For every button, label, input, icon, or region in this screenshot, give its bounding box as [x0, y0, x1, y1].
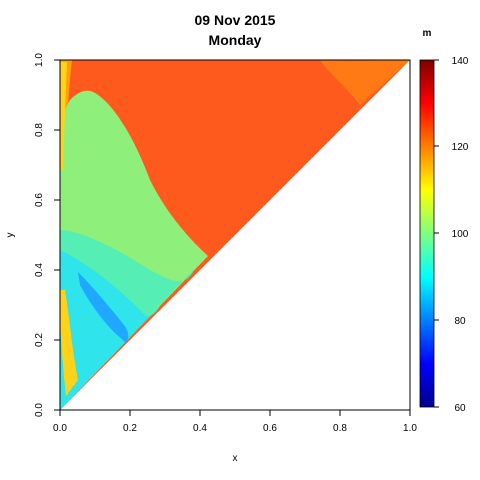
y-tick-label: 0.4 [34, 263, 45, 277]
y-tick-label: 0.0 [34, 403, 45, 417]
colorbar: m 60 80 100 120 140 [419, 28, 469, 414]
heatmap-region-blue [78, 272, 129, 343]
y-axis: 0.0 0.2 0.4 0.6 0.8 1.0 y [5, 53, 60, 417]
chart-title: 09 Nov 2015 [195, 12, 276, 28]
colorbar-tick-label: 60 [454, 403, 466, 414]
colorbar-tick-label: 100 [452, 229, 469, 240]
colorbar-scale [420, 60, 434, 407]
heatmap-region-light-orange [320, 60, 410, 105]
y-tick-label: 0.2 [34, 333, 45, 347]
chart-subtitle: Monday [209, 32, 262, 48]
heatmap-field [60, 60, 410, 410]
colorbar-tick-label: 80 [454, 316, 466, 327]
heatmap-region-yellow-bottom [60, 290, 78, 396]
colorbar-unit-label: m [423, 28, 432, 39]
x-tick-label: 0.2 [123, 423, 137, 434]
x-tick-label: 0.0 [53, 423, 67, 434]
x-tick-label: 0.6 [263, 423, 277, 434]
plot-frame [59, 59, 411, 411]
y-tick-label: 0.6 [34, 193, 45, 207]
x-tick-label: 0.8 [333, 423, 347, 434]
x-tick-label: 0.4 [193, 423, 207, 434]
y-axis-label: y [5, 233, 16, 238]
x-axis-label: x [233, 453, 238, 464]
y-tick-label: 0.8 [34, 123, 45, 137]
heatmap-region-yellow-top [60, 62, 67, 170]
colorbar-tick-label: 120 [452, 142, 469, 153]
x-axis: 0.0 0.2 0.4 0.6 0.8 1.0 x [53, 410, 417, 464]
y-tick-label: 1.0 [34, 53, 45, 67]
colorbar-tick-label: 140 [452, 56, 469, 67]
x-tick-label: 1.0 [403, 423, 417, 434]
